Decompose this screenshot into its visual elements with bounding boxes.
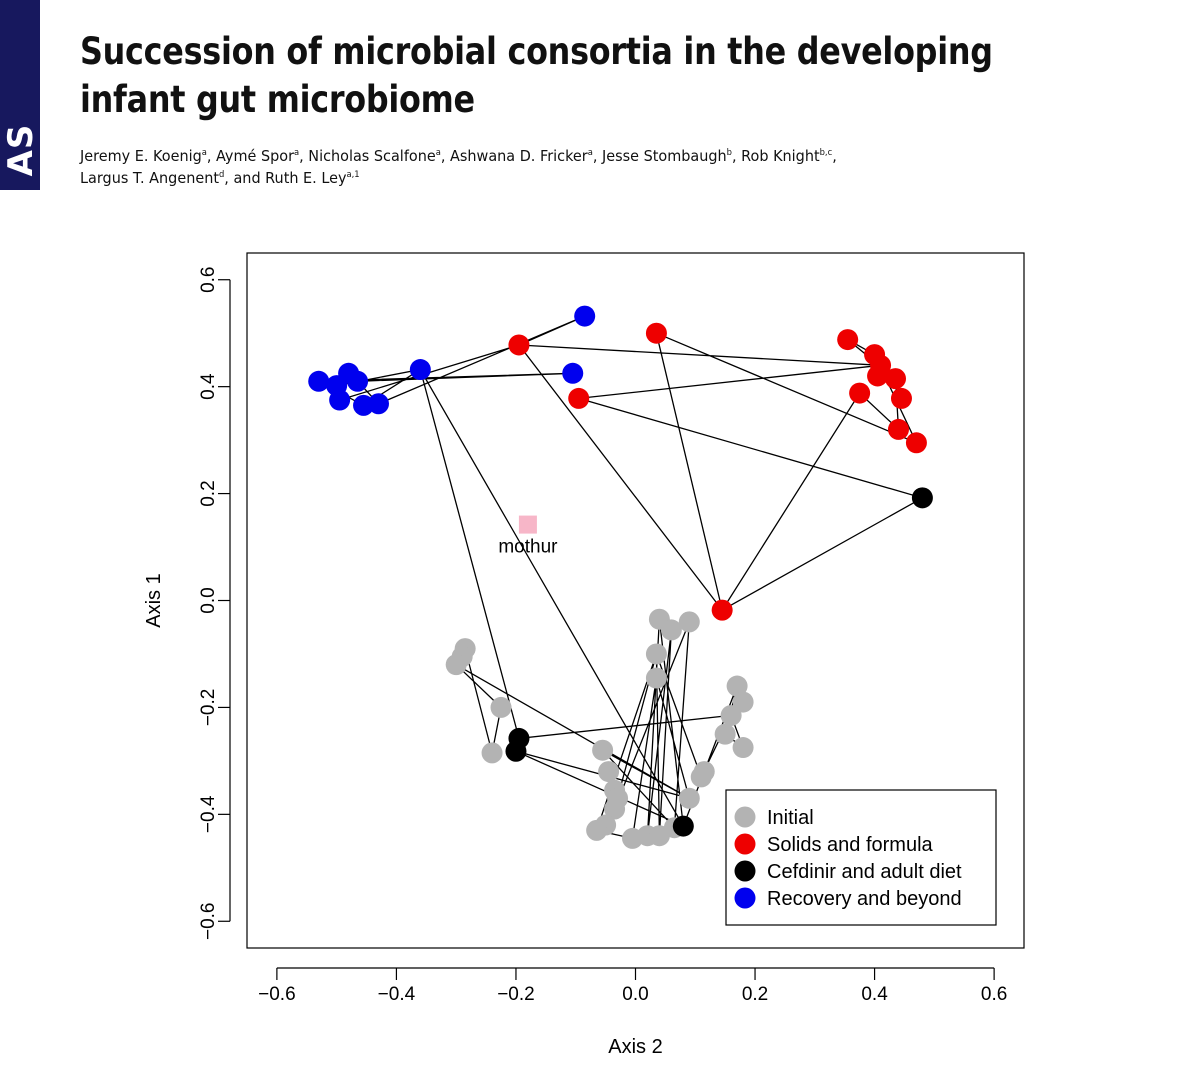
legend-swatch bbox=[734, 833, 756, 855]
legend-swatch bbox=[734, 860, 756, 882]
author-affiliation-mark: a bbox=[294, 147, 300, 158]
author-name: Ruth E. Ley bbox=[265, 169, 347, 187]
author-affiliation-mark: a,1 bbox=[346, 169, 360, 180]
x-tick-label: 0.6 bbox=[981, 984, 1007, 1005]
author-name: Largus T. Angenent bbox=[80, 169, 219, 187]
point-solids-and-formula bbox=[887, 418, 909, 440]
x-tick-label: 0.0 bbox=[622, 984, 648, 1005]
author-name: Ashwana D. Fricker bbox=[450, 147, 588, 165]
legend-label: Solids and formula bbox=[767, 834, 934, 856]
plot-frame bbox=[246, 252, 1025, 949]
trajectory-layer bbox=[316, 315, 925, 840]
points-layer bbox=[308, 305, 933, 849]
point-initial bbox=[592, 739, 614, 761]
x-tick-label: −0.4 bbox=[378, 984, 416, 1005]
point-solids-and-formula bbox=[884, 368, 906, 390]
author-affiliation-mark: a bbox=[201, 147, 207, 158]
point-initial bbox=[586, 819, 608, 841]
point-recovery-and-beyond bbox=[574, 305, 596, 327]
point-recovery-and-beyond bbox=[347, 370, 369, 392]
x-tick-label: −0.6 bbox=[258, 984, 296, 1005]
journal-sidebar-band: AS bbox=[0, 0, 40, 190]
point-initial bbox=[645, 643, 667, 665]
legend-swatch bbox=[734, 887, 756, 909]
point-solids-and-formula bbox=[645, 322, 667, 344]
point-initial bbox=[445, 654, 467, 676]
point-cefdinir-and-adult-diet bbox=[672, 815, 694, 837]
annotation-layer: mothur bbox=[498, 515, 558, 558]
x-axis-label: Axis 2 bbox=[608, 1036, 662, 1058]
point-solids-and-formula bbox=[711, 599, 733, 621]
legend-swatch bbox=[734, 806, 756, 828]
y-tick-label: 0.0 bbox=[198, 587, 219, 613]
point-initial bbox=[598, 761, 620, 783]
point-initial bbox=[732, 691, 754, 713]
point-recovery-and-beyond bbox=[409, 359, 431, 381]
mothur-marker bbox=[518, 515, 537, 534]
author-affiliation-mark: d bbox=[218, 169, 225, 180]
author-name: Rob Knight bbox=[741, 147, 820, 165]
y-tick-label: 0.4 bbox=[198, 373, 219, 400]
author-affiliation-mark: a bbox=[435, 147, 441, 158]
point-initial bbox=[732, 737, 754, 759]
point-recovery-and-beyond bbox=[367, 393, 389, 415]
point-initial bbox=[726, 675, 748, 697]
paper-title: Succession of microbial consortia in the… bbox=[80, 30, 993, 121]
legend: Initial Solids and formula Cefdinir and ad… bbox=[725, 789, 997, 926]
point-solids-and-formula bbox=[837, 329, 859, 351]
x-tick-label: −0.2 bbox=[497, 984, 535, 1005]
point-cefdinir-and-adult-diet bbox=[505, 740, 527, 762]
legend-box bbox=[725, 789, 997, 926]
point-initial bbox=[660, 619, 682, 641]
legend-label: Cefdinir and adult diet bbox=[767, 861, 962, 883]
mothur-label: mothur bbox=[498, 537, 558, 558]
author-name: Nicholas Scalfone bbox=[308, 147, 436, 165]
point-solids-and-formula bbox=[905, 432, 927, 454]
author-affiliation-mark: b bbox=[726, 147, 732, 158]
y-tick-label: −0.6 bbox=[198, 903, 219, 941]
x-tick-label: 0.2 bbox=[742, 984, 768, 1005]
legend-label: Initial bbox=[767, 807, 814, 829]
trajectory-line bbox=[316, 315, 925, 840]
legend-label: Recovery and beyond bbox=[767, 888, 962, 910]
author-list: Jeremy E. Koeniga, Aymé Spora, Nicholas … bbox=[80, 147, 837, 187]
point-initial bbox=[678, 787, 700, 809]
point-initial bbox=[645, 667, 667, 689]
point-solids-and-formula bbox=[867, 365, 889, 387]
y-tick-label: −0.2 bbox=[198, 689, 219, 727]
axes-layer: −0.6 −0.4 −0.2 0.0 0.2 0.4 0.6 Axis 2 −0.6 −0.4 −0… bbox=[143, 252, 1025, 1058]
point-initial bbox=[481, 742, 503, 764]
y-tick-label: 0.2 bbox=[198, 480, 219, 506]
point-recovery-and-beyond bbox=[562, 362, 584, 384]
point-initial bbox=[720, 704, 742, 726]
point-initial bbox=[690, 766, 712, 788]
y-axis-label: Axis 1 bbox=[143, 573, 165, 627]
author-name: Aymé Spor bbox=[216, 147, 295, 165]
point-recovery-and-beyond bbox=[308, 370, 330, 392]
point-recovery-and-beyond bbox=[329, 389, 351, 411]
author-affiliation-mark: a bbox=[587, 147, 593, 158]
y-tick-label: −0.4 bbox=[198, 795, 219, 833]
point-solids-and-formula bbox=[849, 382, 871, 404]
point-initial bbox=[714, 723, 736, 745]
x-tick-label: 0.4 bbox=[861, 984, 888, 1005]
point-solids-and-formula bbox=[890, 387, 912, 409]
point-initial bbox=[604, 798, 626, 820]
point-cefdinir-and-adult-diet bbox=[911, 487, 933, 509]
author-affiliation-mark: b,c bbox=[819, 147, 833, 158]
point-solids-and-formula bbox=[508, 334, 530, 356]
author-name: Jeremy E. Koenig bbox=[80, 147, 202, 165]
point-solids-and-formula bbox=[568, 387, 590, 409]
point-initial bbox=[678, 611, 700, 633]
y-tick-label: 0.6 bbox=[198, 267, 219, 293]
author-name: Jesse Stombaugh bbox=[602, 147, 727, 165]
point-initial bbox=[490, 696, 512, 718]
